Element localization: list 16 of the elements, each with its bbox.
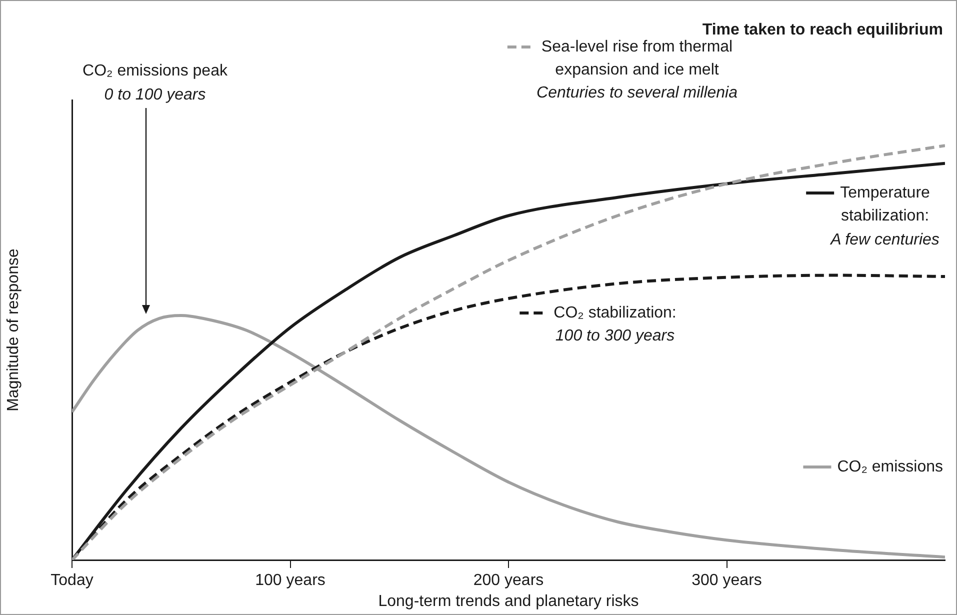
x-axis-title: Long-term trends and planetary risks — [378, 592, 639, 610]
y-axis-title: Magnitude of response — [5, 248, 22, 412]
annotation: 100 to 300 years — [555, 327, 675, 344]
x-tick-label: 300 years — [692, 572, 762, 590]
x-tick-label: 100 years — [255, 572, 326, 590]
legend-label: Sea-level rise from thermal expansion and ice melt — [541, 38, 733, 78]
text: 0 to 100 years — [104, 86, 206, 104]
x-tick-label: Today — [50, 572, 94, 590]
legend-label: CO₂ emissions — [837, 458, 943, 476]
legend-label: Temperature stabilization: — [840, 184, 930, 224]
text: Centuries to several millenia — [536, 84, 738, 102]
text: CO₂ emissions peak — [82, 62, 228, 80]
chart-title: Time taken to reach equilibrium — [702, 21, 943, 38]
x-tick-label: 200 years — [473, 572, 544, 590]
legend-label: CO₂ stabilization: — [554, 304, 676, 322]
annotation: A few centuries — [830, 231, 940, 248]
